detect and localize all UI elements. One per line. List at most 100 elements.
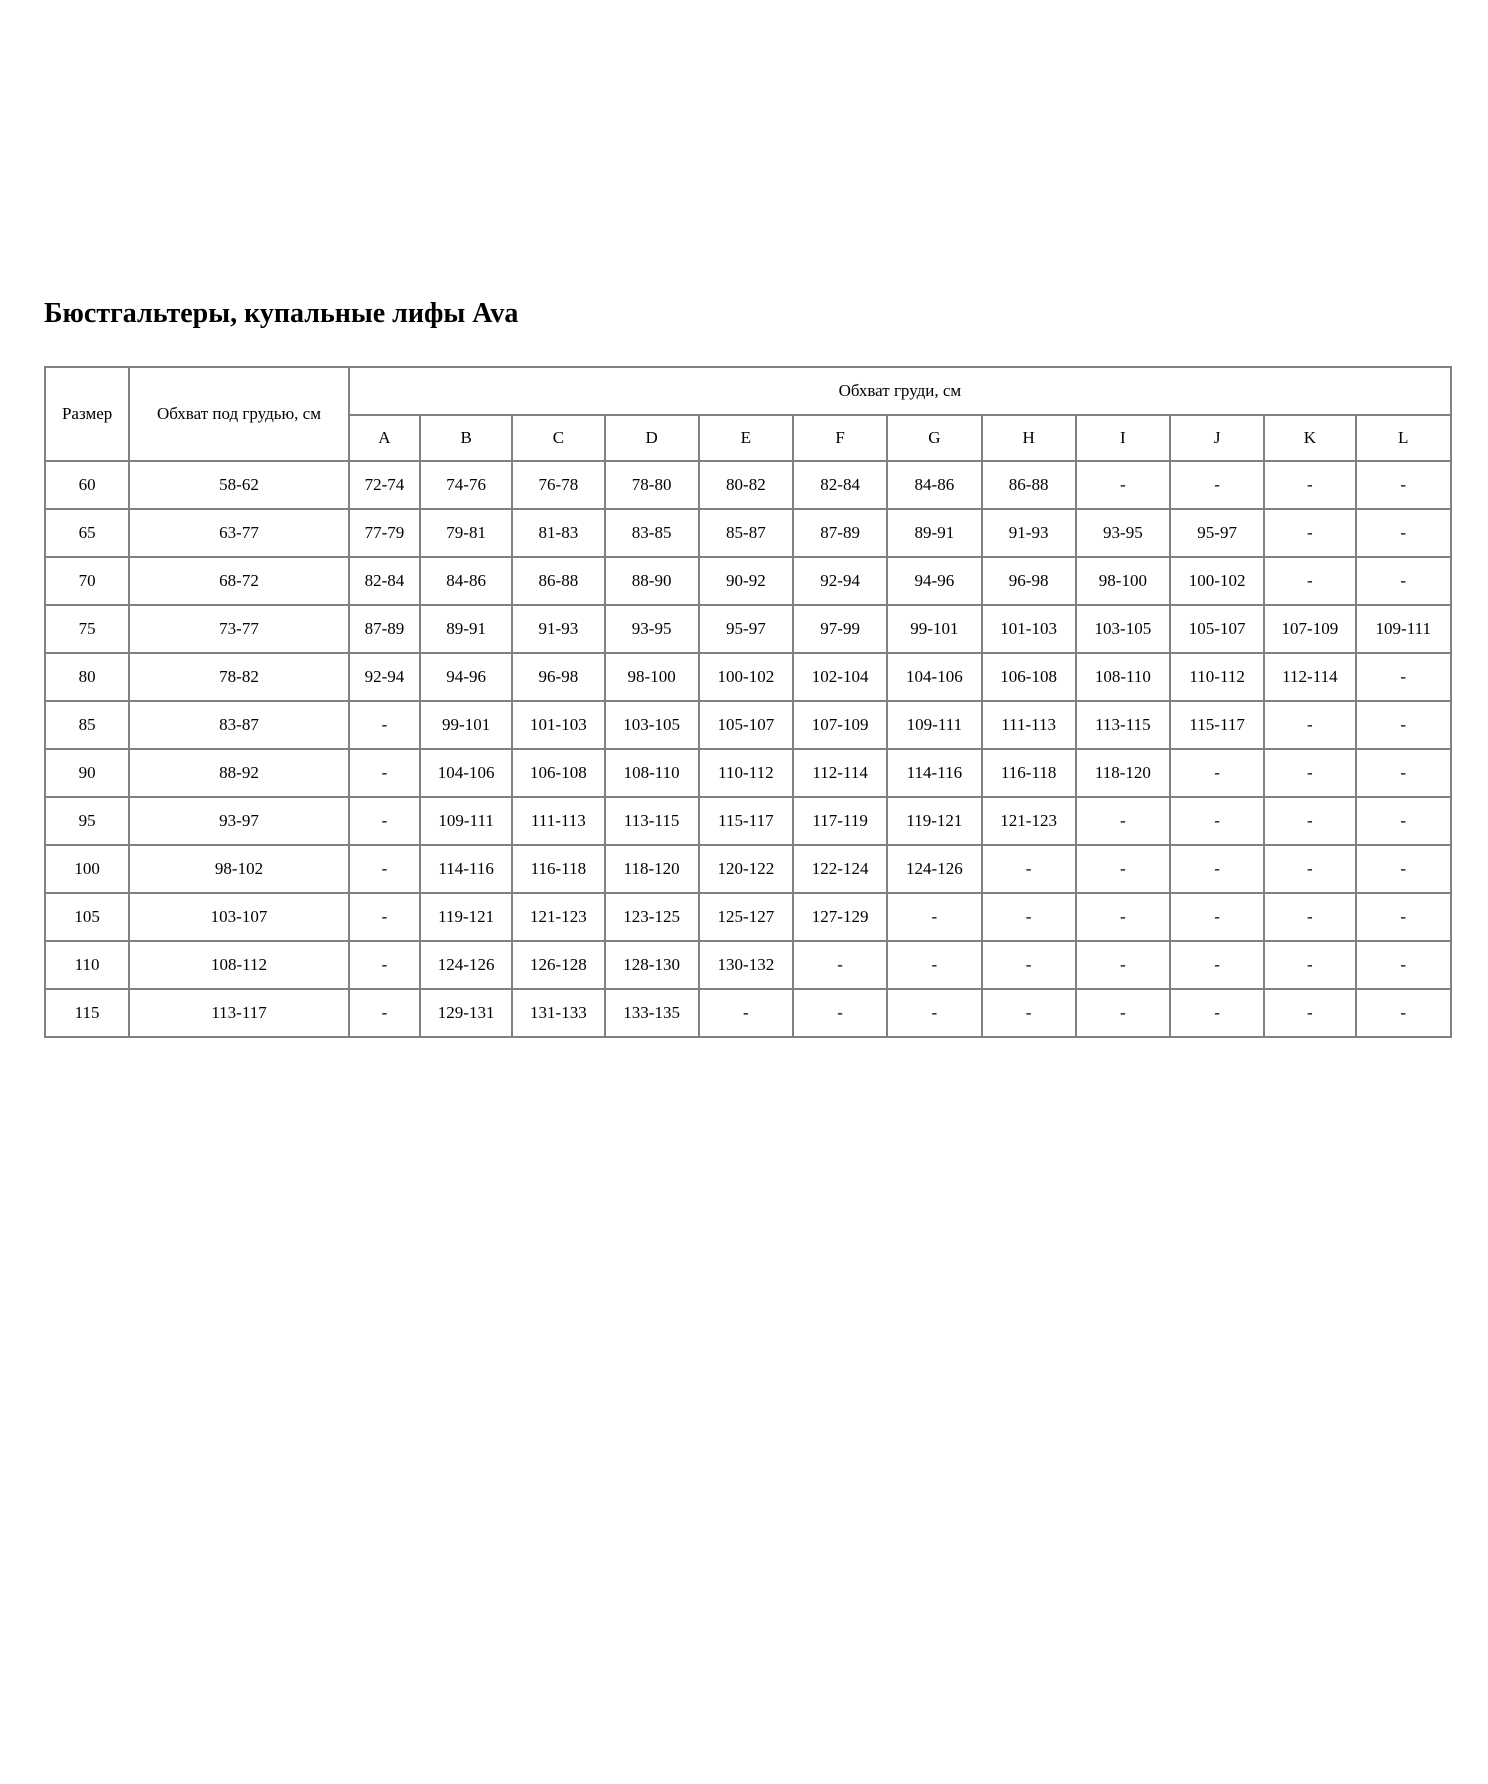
bust-range-cell: 105-107 bbox=[697, 700, 795, 750]
bust-range-cell: - bbox=[1354, 940, 1452, 990]
bust-range-cell: - bbox=[1168, 844, 1266, 894]
bust-range-cell: 129-131 bbox=[418, 988, 514, 1038]
bust-range-cell: - bbox=[980, 892, 1077, 942]
table-row: 80 78-82 92-94 94-96 96-98 98-100 100-102 102-1… bbox=[43, 652, 1452, 702]
bust-range-cell: - bbox=[791, 988, 889, 1038]
underbust-cell: 83-87 bbox=[128, 700, 350, 750]
bust-range-cell: 107-109 bbox=[1263, 604, 1357, 654]
bust-range-cell: 83-85 bbox=[603, 508, 700, 558]
col-header-cup: I bbox=[1074, 414, 1172, 462]
col-header-bust-group: Обхват груди, см bbox=[347, 366, 1453, 416]
bust-range-cell: - bbox=[347, 892, 422, 942]
bust-range-cell: 78-80 bbox=[603, 460, 700, 510]
col-header-size: Размер bbox=[43, 366, 131, 462]
bust-range-cell: - bbox=[1263, 796, 1357, 846]
bust-range-cell: 87-89 bbox=[347, 604, 422, 654]
bust-range-cell: 74-76 bbox=[418, 460, 514, 510]
bust-range-cell: 123-125 bbox=[603, 892, 700, 942]
bust-range-cell: 111-113 bbox=[511, 796, 606, 846]
underbust-cell: 88-92 bbox=[128, 748, 350, 798]
bust-range-cell: 121-123 bbox=[511, 892, 606, 942]
size-cell: 115 bbox=[43, 988, 131, 1038]
bust-range-cell: - bbox=[347, 940, 422, 990]
bust-range-cell: 115-117 bbox=[1168, 700, 1266, 750]
bust-range-cell: - bbox=[980, 940, 1077, 990]
bust-range-cell: 109-111 bbox=[886, 700, 983, 750]
table-row: 85 83-87-99-101 101-103 103-105 105-107 107-1… bbox=[43, 700, 1452, 750]
bust-range-cell: 86-88 bbox=[980, 460, 1077, 510]
bust-range-cell: 92-94 bbox=[347, 652, 422, 702]
bust-range-cell: 117-119 bbox=[791, 796, 889, 846]
bust-range-cell: 130-132 bbox=[697, 940, 795, 990]
bust-range-cell: - bbox=[1074, 844, 1172, 894]
bust-range-cell: - bbox=[1168, 796, 1266, 846]
bust-range-cell: 104-106 bbox=[886, 652, 983, 702]
bust-range-cell: - bbox=[1263, 748, 1357, 798]
size-cell: 70 bbox=[43, 556, 131, 606]
bust-range-cell: - bbox=[347, 988, 422, 1038]
bust-range-cell: 95-97 bbox=[1168, 508, 1266, 558]
bust-range-cell: - bbox=[1354, 748, 1452, 798]
bust-range-cell: 108-110 bbox=[1074, 652, 1172, 702]
col-header-cup: A bbox=[347, 414, 422, 462]
bust-range-cell: - bbox=[347, 796, 422, 846]
bust-range-cell: 128-130 bbox=[603, 940, 700, 990]
bust-range-cell: 110-112 bbox=[1168, 652, 1266, 702]
bust-range-cell: 107-109 bbox=[791, 700, 889, 750]
bust-range-cell: 118-120 bbox=[603, 844, 700, 894]
bust-range-cell: 121-123 bbox=[980, 796, 1077, 846]
table-row: 65 63-77 77-79 79-81 81-83 83-85 85-87 87-89 89-… bbox=[43, 508, 1452, 558]
bust-range-cell: 87-89 bbox=[791, 508, 889, 558]
col-header-cup: J bbox=[1168, 414, 1266, 462]
bust-range-cell: - bbox=[1168, 460, 1266, 510]
bust-range-cell: 100-102 bbox=[697, 652, 795, 702]
bust-range-cell: 77-79 bbox=[347, 508, 422, 558]
bust-range-cell: 108-110 bbox=[603, 748, 700, 798]
size-cell: 80 bbox=[43, 652, 131, 702]
col-header-cup: L bbox=[1354, 414, 1452, 462]
table-row: 75 73-77 87-89 89-91 91-93 93-95 95-97 97-99 99-… bbox=[43, 604, 1452, 654]
bust-range-cell: 93-95 bbox=[1074, 508, 1172, 558]
bust-range-cell: 126-128 bbox=[511, 940, 606, 990]
table-row: 60 58-62 72-74 74-76 76-78 78-80 80-82 82-84 84-… bbox=[43, 460, 1452, 510]
bust-range-cell: 110-112 bbox=[697, 748, 795, 798]
bust-range-cell: 111-113 bbox=[980, 700, 1077, 750]
table-row: 110 108-112-124-126 126-128 128-130 130-132-… bbox=[43, 940, 1452, 990]
bust-range-cell: 106-108 bbox=[980, 652, 1077, 702]
table-row: 90 88-92-104-106 106-108 108-110 110-112 112-… bbox=[43, 748, 1452, 798]
bust-range-cell: 109-111 bbox=[1354, 604, 1452, 654]
table-row: 115 113-117-129-131 131-133 133-135- - - - - - - - bbox=[43, 988, 1452, 1038]
underbust-cell: 108-112 bbox=[128, 940, 350, 990]
size-cell: 75 bbox=[43, 604, 131, 654]
bust-range-cell: - bbox=[980, 988, 1077, 1038]
bust-range-cell: - bbox=[1074, 796, 1172, 846]
page-title: Бюстгальтеры, купальные лифы Ava bbox=[44, 298, 519, 329]
bust-range-cell: 81-83 bbox=[511, 508, 606, 558]
bust-range-cell: - bbox=[1263, 940, 1357, 990]
bust-range-cell: - bbox=[1168, 892, 1266, 942]
bust-range-cell: 118-120 bbox=[1074, 748, 1172, 798]
bust-range-cell: 104-106 bbox=[418, 748, 514, 798]
bust-range-cell: 84-86 bbox=[886, 460, 983, 510]
table-row: 70 68-72 82-84 84-86 86-88 88-90 90-92 92-94 94-… bbox=[43, 556, 1452, 606]
bust-range-cell: 131-133 bbox=[511, 988, 606, 1038]
bust-range-cell: 88-90 bbox=[603, 556, 700, 606]
bust-range-cell: 82-84 bbox=[791, 460, 889, 510]
bust-range-cell: - bbox=[1074, 460, 1172, 510]
bust-range-cell: 86-88 bbox=[511, 556, 606, 606]
bust-range-cell: 106-108 bbox=[511, 748, 606, 798]
bust-range-cell: 82-84 bbox=[347, 556, 422, 606]
bust-range-cell: 115-117 bbox=[697, 796, 795, 846]
bust-range-cell: 96-98 bbox=[511, 652, 606, 702]
underbust-cell: 113-117 bbox=[128, 988, 350, 1038]
bust-range-cell: 122-124 bbox=[791, 844, 889, 894]
bust-range-cell: 91-93 bbox=[511, 604, 606, 654]
table-row: 100 98-102-114-116 116-118 118-120 120-122 12… bbox=[43, 844, 1452, 894]
bust-range-cell: 120-122 bbox=[697, 844, 795, 894]
bust-range-cell: - bbox=[886, 988, 983, 1038]
bust-range-cell: 76-78 bbox=[511, 460, 606, 510]
bust-range-cell: - bbox=[1263, 508, 1357, 558]
bust-range-cell: - bbox=[1354, 796, 1452, 846]
bust-range-cell: - bbox=[1354, 844, 1452, 894]
bust-range-cell: - bbox=[1354, 988, 1452, 1038]
